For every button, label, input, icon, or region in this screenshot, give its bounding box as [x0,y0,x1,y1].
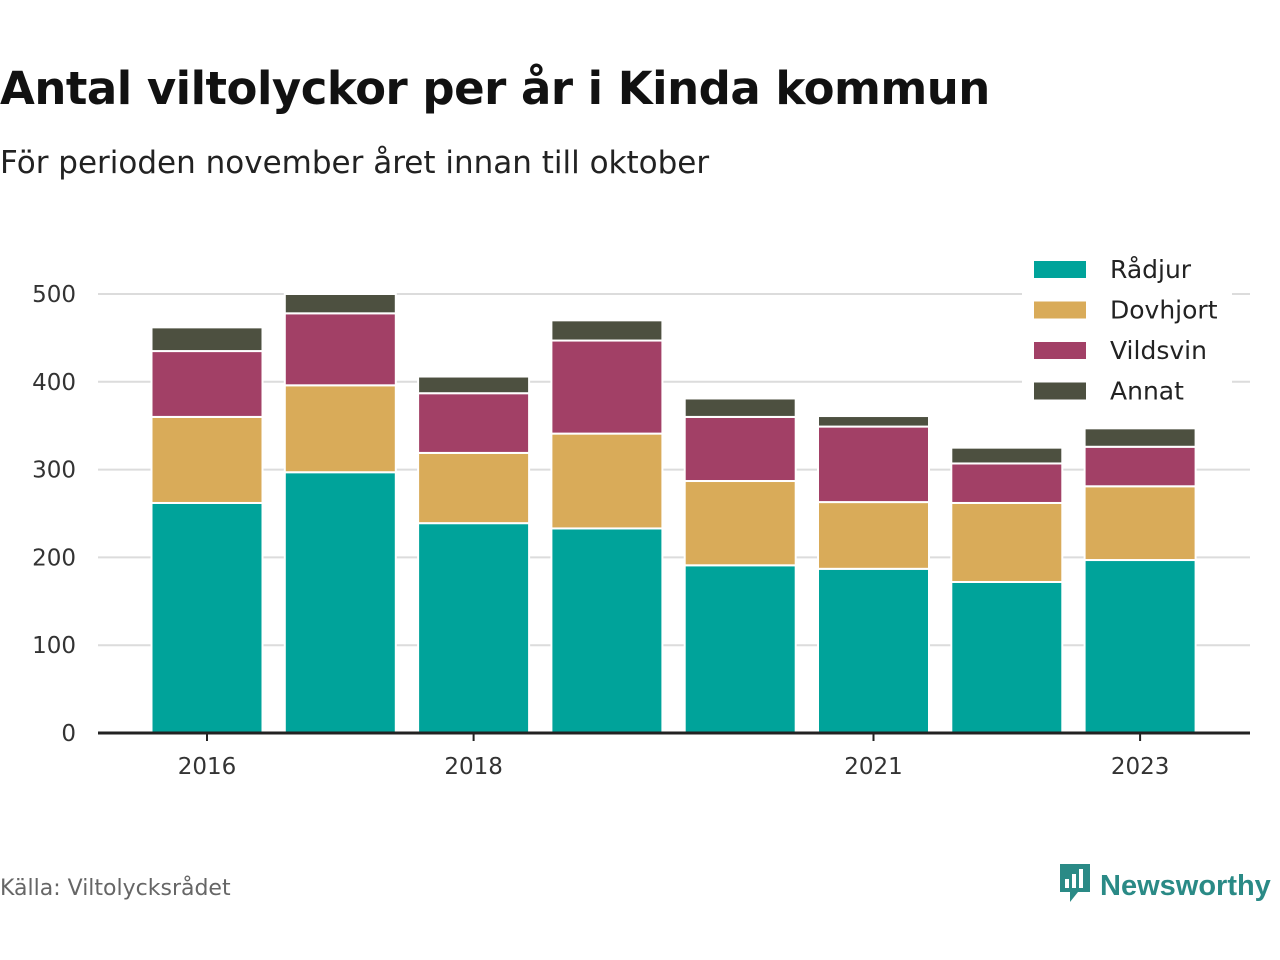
legend-swatch [1034,261,1086,278]
newsworthy-logo-icon [1058,862,1092,910]
bar-segment [550,432,664,530]
bar-segment [950,446,1064,465]
bar-segment [150,326,264,353]
legend-label: Rådjur [1110,255,1192,284]
bar-segment [950,501,1064,583]
y-tick-label: 0 [61,721,76,747]
bar-segment [150,350,264,418]
bar-segment [417,375,531,395]
chart-title: Antal viltolyckor per år i Kinda kommun [0,62,990,115]
bar-segment [950,580,1064,735]
bar-segment [1083,427,1197,448]
bar-segment [817,567,930,735]
bars [150,293,1197,735]
x-tick-label: 2016 [178,754,237,780]
bar-segment [1083,445,1197,488]
legend: Rådjur Dovhjort Vildsvin Annat [1022,248,1232,408]
bar-segment [550,527,664,735]
brand-logo: Newsworthy [1058,862,1271,910]
bar-segment [150,415,264,504]
bar-segment [950,462,1064,504]
bar-segment [283,384,397,474]
y-tick-label: 500 [32,282,76,308]
x-tick-label: 2018 [444,754,503,780]
chart-subtitle: För perioden november året innan till ok… [0,145,710,181]
x-tick-label: 2023 [1111,754,1170,780]
bar-segment [550,319,664,342]
y-tick-label: 300 [32,458,76,484]
bar-segment [683,564,797,734]
bar-segment [283,312,397,387]
bar-segment [1083,485,1197,562]
x-tick-label: 2021 [844,754,903,780]
bar-segment [1083,559,1197,734]
bar-segment [417,522,531,735]
bar-segment [817,501,930,570]
legend-label: Annat [1110,377,1184,406]
bar-segment [817,425,930,504]
y-tick-label: 400 [32,370,76,396]
bar-segment [683,480,797,567]
bar-segment [283,293,397,315]
bar-segment [683,415,797,483]
axes: 0 100 200 300 400 500 2016 2018 2021 2023 [32,282,1250,780]
legend-swatch [1034,342,1086,359]
bar-segment [683,397,797,418]
bar-segment [550,339,664,435]
legend-swatch [1034,382,1086,400]
source-note: Källa: Viltolycksrådet [0,876,231,901]
legend-label: Dovhjort [1110,296,1218,325]
bar-segment [283,471,397,734]
legend-label: Vildsvin [1110,336,1207,365]
bar-segment [417,392,531,454]
y-tick-label: 100 [32,633,76,659]
legend-swatch [1034,301,1086,319]
bar-segment [417,451,531,525]
brand-name: Newsworthy [1100,869,1271,902]
bar-segment [150,501,264,734]
y-tick-label: 200 [32,545,76,571]
bar-segment [817,415,930,428]
